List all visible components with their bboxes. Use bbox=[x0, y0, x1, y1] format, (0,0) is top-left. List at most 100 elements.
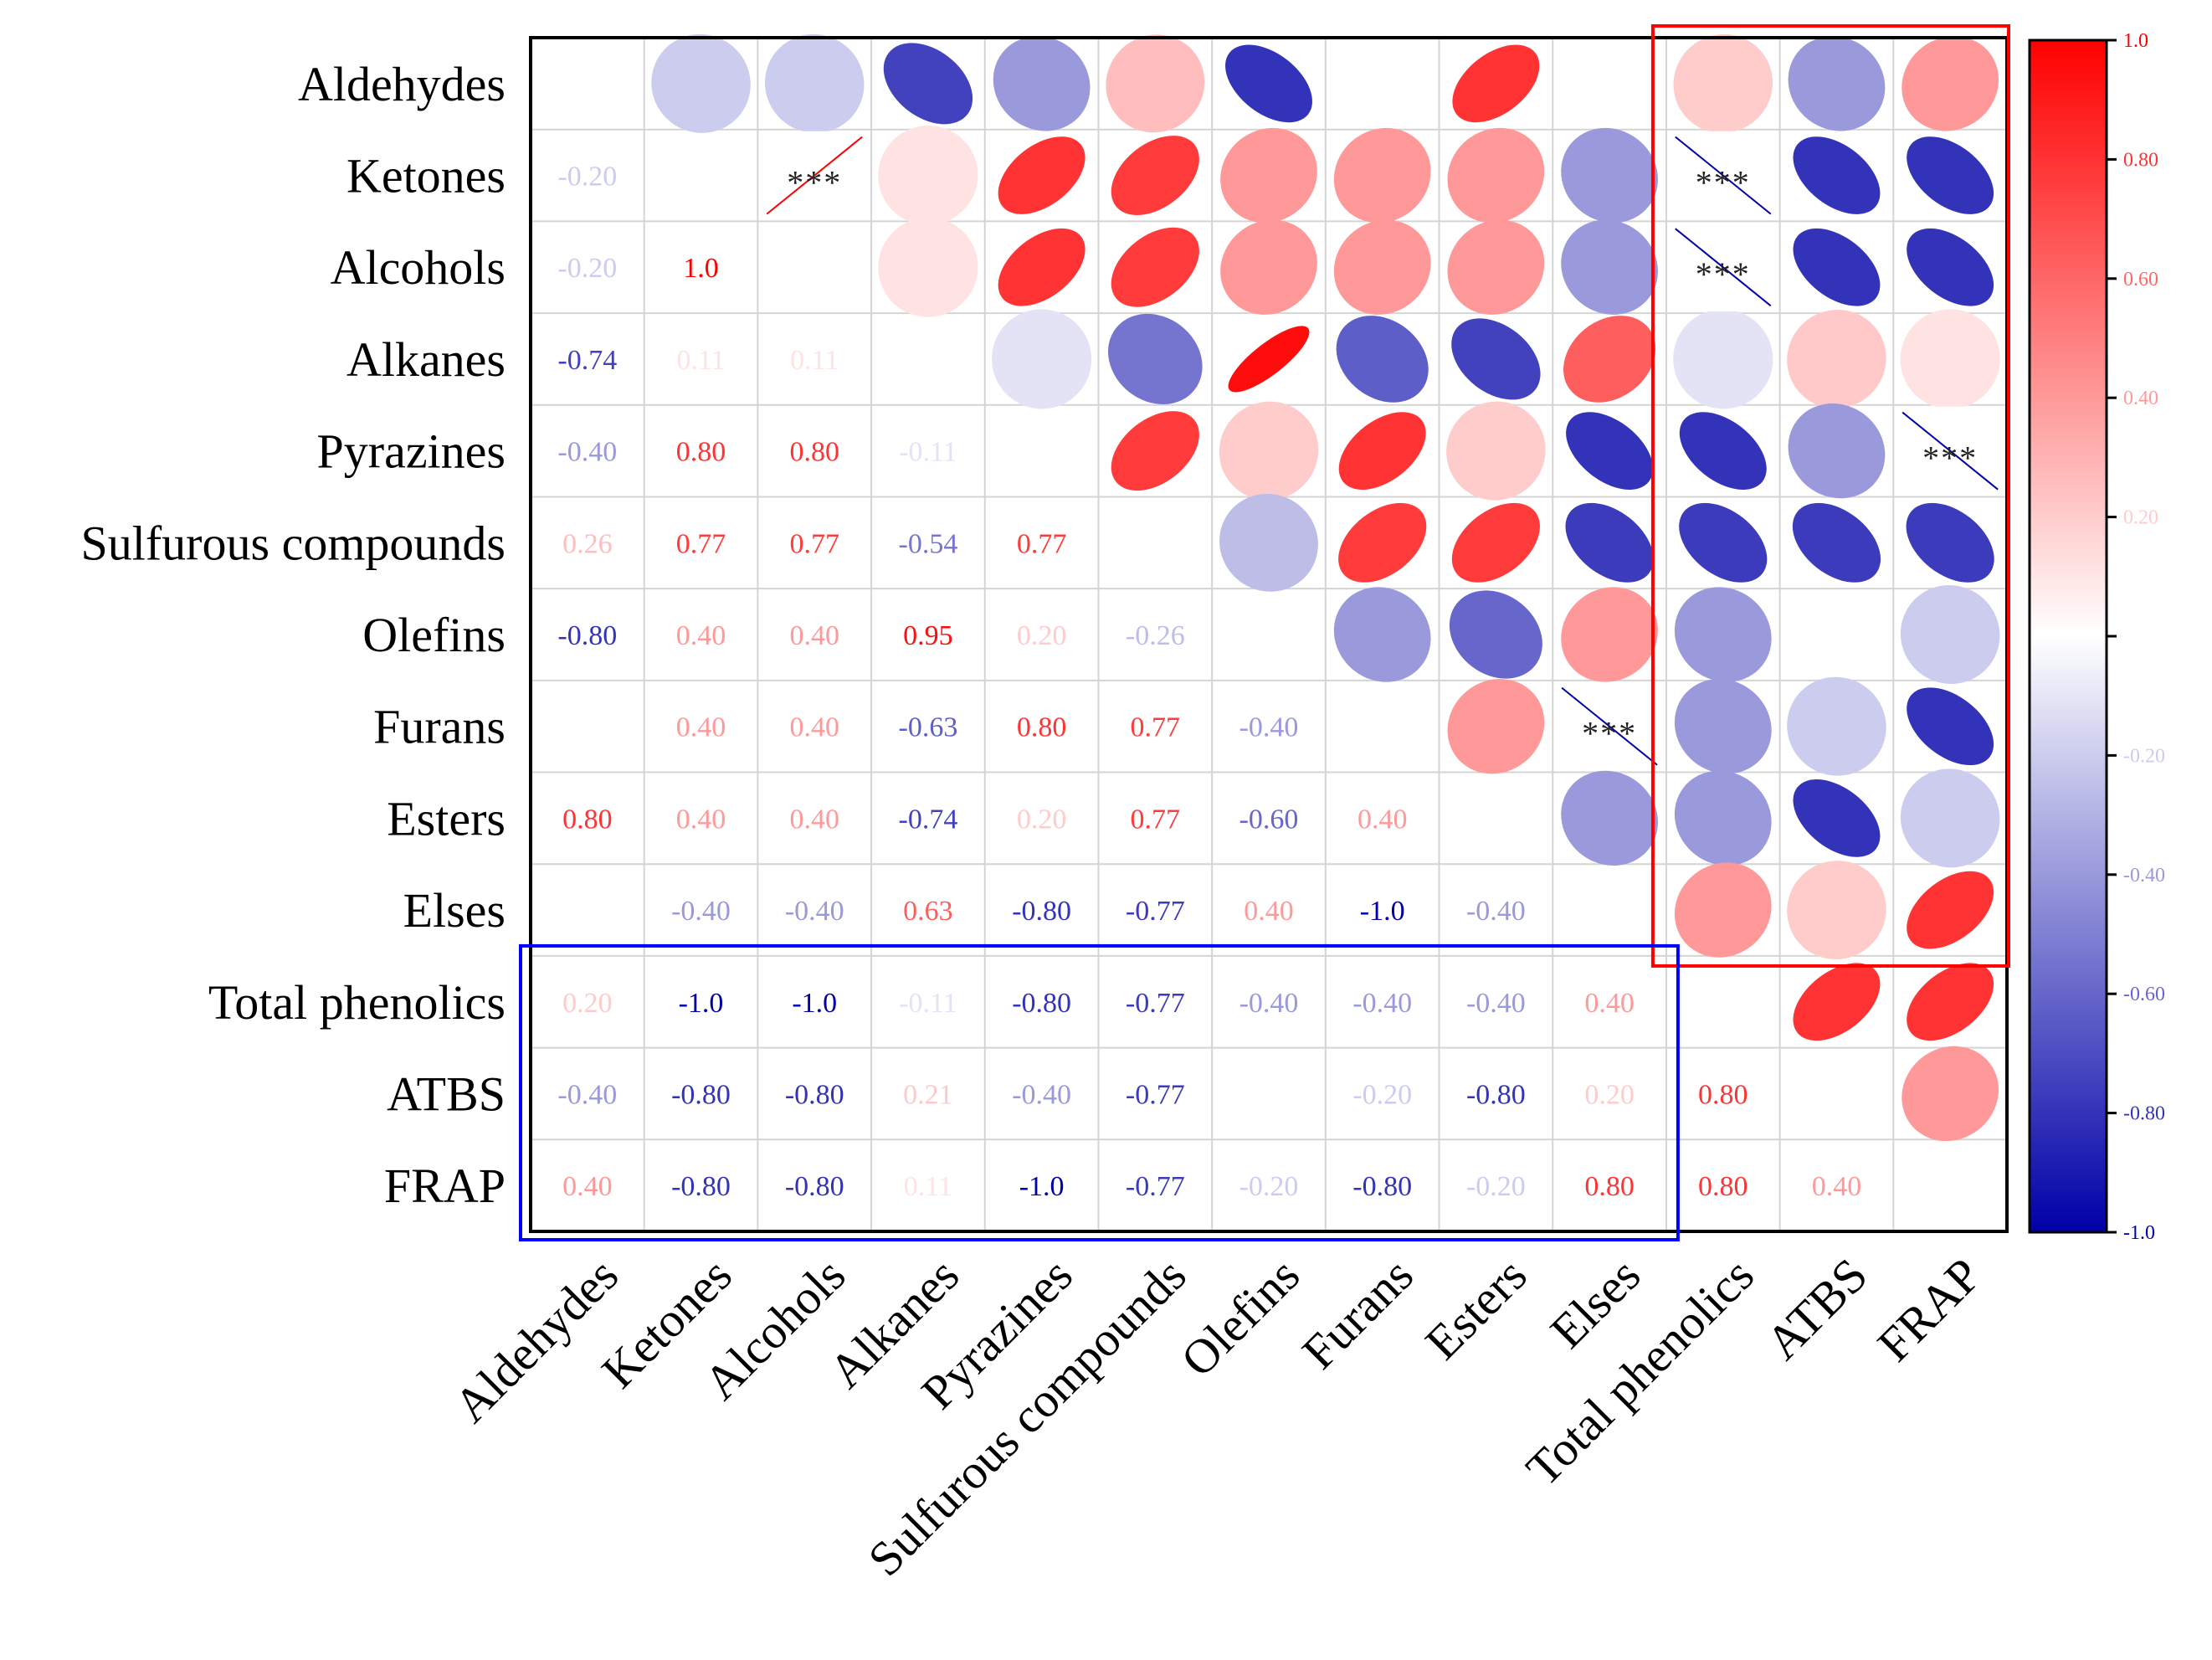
cell-label-furans-olefins: -0.40 bbox=[1239, 712, 1299, 743]
ellipse-ketones-elses bbox=[1561, 127, 1658, 224]
significance-line bbox=[1901, 411, 1999, 491]
ellipse-total-phenolics-frap bbox=[1907, 963, 1994, 1041]
ellipse-esters-frap bbox=[1900, 768, 2000, 868]
ellipse-sulfurous-compounds-elses bbox=[1565, 502, 1654, 583]
ellipse-olefins-furans bbox=[1333, 587, 1431, 682]
cell-label-furans-ketones: 0.40 bbox=[676, 712, 726, 743]
cell-label-alcohols-aldehydes: -0.20 bbox=[557, 253, 617, 284]
row-label-elses: Elses bbox=[403, 883, 506, 938]
ellipse-aldehydes-total-phenolics bbox=[1673, 33, 1773, 133]
colorbar-tick-label: -0.20 bbox=[2123, 745, 2165, 767]
ellipse-aldehydes-atbs bbox=[1788, 36, 1886, 131]
ellipse-pyrazines-atbs bbox=[1788, 403, 1886, 499]
significance-mark: *** bbox=[1696, 164, 1751, 202]
ellipse-alkanes-atbs bbox=[1787, 310, 1886, 409]
ellipse-alcohols-frap bbox=[1907, 228, 1994, 306]
cell-label-frap-alcohols: -0.80 bbox=[785, 1171, 844, 1202]
cell-label-sulfurous-compounds-alcohols: 0.77 bbox=[789, 528, 839, 559]
cell-label-frap-sulfurous-compounds: -0.77 bbox=[1126, 1171, 1185, 1202]
cell-label-atbs-elses: 0.20 bbox=[1584, 1079, 1635, 1110]
ellipse-olefins-elses bbox=[1561, 587, 1658, 682]
cell-label-olefins-aldehydes: -0.80 bbox=[557, 620, 617, 651]
ellipse-pyrazines-esters bbox=[1446, 401, 1546, 501]
ellipse-pyrazines-elses bbox=[1566, 412, 1654, 490]
cell-label-esters-olefins: -0.60 bbox=[1239, 804, 1299, 835]
cell-label-atbs-esters: -0.80 bbox=[1466, 1079, 1526, 1110]
ellipse-pyrazines-olefins bbox=[1219, 401, 1319, 501]
colorbar-tick-label: -1.0 bbox=[2123, 1222, 2155, 1244]
grid-lines bbox=[531, 38, 2007, 1231]
ellipse-olefins-esters bbox=[1449, 590, 1542, 679]
ellipse-alkanes-frap bbox=[1900, 309, 2000, 409]
ellipse-ketones-olefins bbox=[1220, 127, 1317, 224]
cell-label-elses-esters: -0.40 bbox=[1466, 896, 1526, 927]
colorbar: 1.0 0.80 0.60 0.40 0.20 -0.20 -0.40 -0.60 -0.80 -… bbox=[2028, 30, 2165, 1244]
row-label-alcohols: Alcohols bbox=[331, 240, 506, 295]
ellipse-alcohols-alkanes bbox=[878, 217, 978, 317]
cell-label-total-phenolics-aldehydes: 0.20 bbox=[562, 988, 613, 1019]
ellipse-sulfurous-compounds-olefins bbox=[1219, 493, 1318, 592]
ellipse-aldehydes-alkanes bbox=[883, 43, 973, 125]
significance-line bbox=[1675, 228, 1772, 307]
cell-label-olefins-alcohols: 0.40 bbox=[789, 620, 839, 651]
colorbar-tick-label: 0.40 bbox=[2123, 388, 2158, 409]
cell-label-atbs-furans: -0.20 bbox=[1352, 1079, 1412, 1110]
ellipse-atbs-frap bbox=[1901, 1046, 1999, 1142]
row-label-ketones: Ketones bbox=[346, 149, 506, 203]
cell-label-atbs-pyrazines: -0.40 bbox=[1012, 1079, 1071, 1110]
cell-label-atbs-aldehydes: -0.40 bbox=[557, 1079, 617, 1110]
ellipse-ketones-sulfurous-compounds bbox=[1111, 136, 1199, 215]
ellipse-furans-frap bbox=[1907, 687, 1994, 766]
ellipse-total-phenolics-atbs bbox=[1793, 963, 1881, 1041]
cell-label-esters-furans: 0.40 bbox=[1357, 804, 1408, 835]
ellipse-pyrazines-total-phenolics bbox=[1679, 412, 1767, 490]
cell-label-esters-alcohols: 0.40 bbox=[789, 804, 839, 835]
significance-line bbox=[766, 136, 863, 215]
row-label-alkanes: Alkanes bbox=[346, 332, 506, 387]
cell-label-esters-sulfurous-compounds: 0.77 bbox=[1131, 804, 1181, 835]
colorbar-tick-label: -0.60 bbox=[2123, 984, 2165, 1005]
cell-label-esters-ketones: 0.40 bbox=[676, 804, 726, 835]
cell-label-total-phenolics-sulfurous-compounds: -0.77 bbox=[1126, 988, 1185, 1019]
ellipse-aldehydes-olefins bbox=[1225, 44, 1312, 123]
cell-label-frap-atbs: 0.40 bbox=[1812, 1171, 1862, 1202]
colorbar-tick-label: 0.20 bbox=[2123, 507, 2158, 529]
cell-label-furans-pyrazines: 0.80 bbox=[1017, 712, 1067, 743]
colorbar-tick-label: 1.0 bbox=[2123, 30, 2148, 52]
ellipse-ketones-pyrazines bbox=[998, 136, 1085, 214]
colorbar-tick-label: -0.40 bbox=[2123, 865, 2165, 887]
row-label-pyrazines: Pyrazines bbox=[317, 424, 506, 479]
highlight-boxes bbox=[519, 24, 2011, 1242]
col-label-furans: Furans bbox=[1291, 1247, 1424, 1380]
row-label-atbs: ATBS bbox=[387, 1066, 506, 1121]
cell-label-pyrazines-aldehydes: -0.40 bbox=[557, 437, 617, 468]
ellipse-furans-esters bbox=[1447, 679, 1545, 774]
ellipse-alcohols-esters bbox=[1447, 219, 1545, 315]
cell-label-frap-elses: 0.80 bbox=[1584, 1171, 1635, 1202]
ellipse-pyrazines-sulfurous-compounds bbox=[1111, 411, 1199, 491]
cell-label-elses-pyrazines: -0.80 bbox=[1012, 896, 1071, 927]
ellipse-aldehydes-pyrazines bbox=[993, 36, 1091, 131]
ellipse-sulfurous-compounds-atbs bbox=[1792, 502, 1881, 583]
cell-label-esters-aldehydes: 0.80 bbox=[562, 804, 613, 835]
col-label-esters: Esters bbox=[1414, 1247, 1537, 1370]
ellipse-alkanes-elses bbox=[1563, 316, 1656, 403]
ellipse-ketones-furans bbox=[1333, 127, 1431, 224]
cell-label-atbs-ketones: -0.80 bbox=[671, 1079, 731, 1110]
cell-label-olefins-alkanes: 0.95 bbox=[903, 620, 953, 651]
cell-label-sulfurous-compounds-alkanes: -0.54 bbox=[899, 528, 958, 559]
cell-label-pyrazines-ketones: 0.80 bbox=[676, 437, 726, 468]
cell-label-esters-pyrazines: 0.20 bbox=[1017, 804, 1067, 835]
cell-label-frap-pyrazines: -1.0 bbox=[1019, 1171, 1065, 1202]
cell-label-furans-alcohols: 0.40 bbox=[789, 712, 839, 743]
cell-label-total-phenolics-furans: -0.40 bbox=[1352, 988, 1412, 1019]
cell-label-sulfurous-compounds-pyrazines: 0.77 bbox=[1017, 528, 1067, 559]
cell-label-frap-aldehydes: 0.40 bbox=[562, 1171, 613, 1202]
colorbar-tick-label: 0.80 bbox=[2123, 149, 2158, 171]
cell-label-elses-alcohols: -0.40 bbox=[785, 896, 844, 927]
ellipse-alkanes-pyrazines bbox=[992, 309, 1092, 409]
col-label-olefins: Olefins bbox=[1170, 1247, 1310, 1387]
cell-label-total-phenolics-ketones: -1.0 bbox=[679, 988, 724, 1019]
cell-label-total-phenolics-alkanes: -0.11 bbox=[899, 988, 957, 1019]
ellipse-furans-atbs bbox=[1787, 676, 1886, 776]
